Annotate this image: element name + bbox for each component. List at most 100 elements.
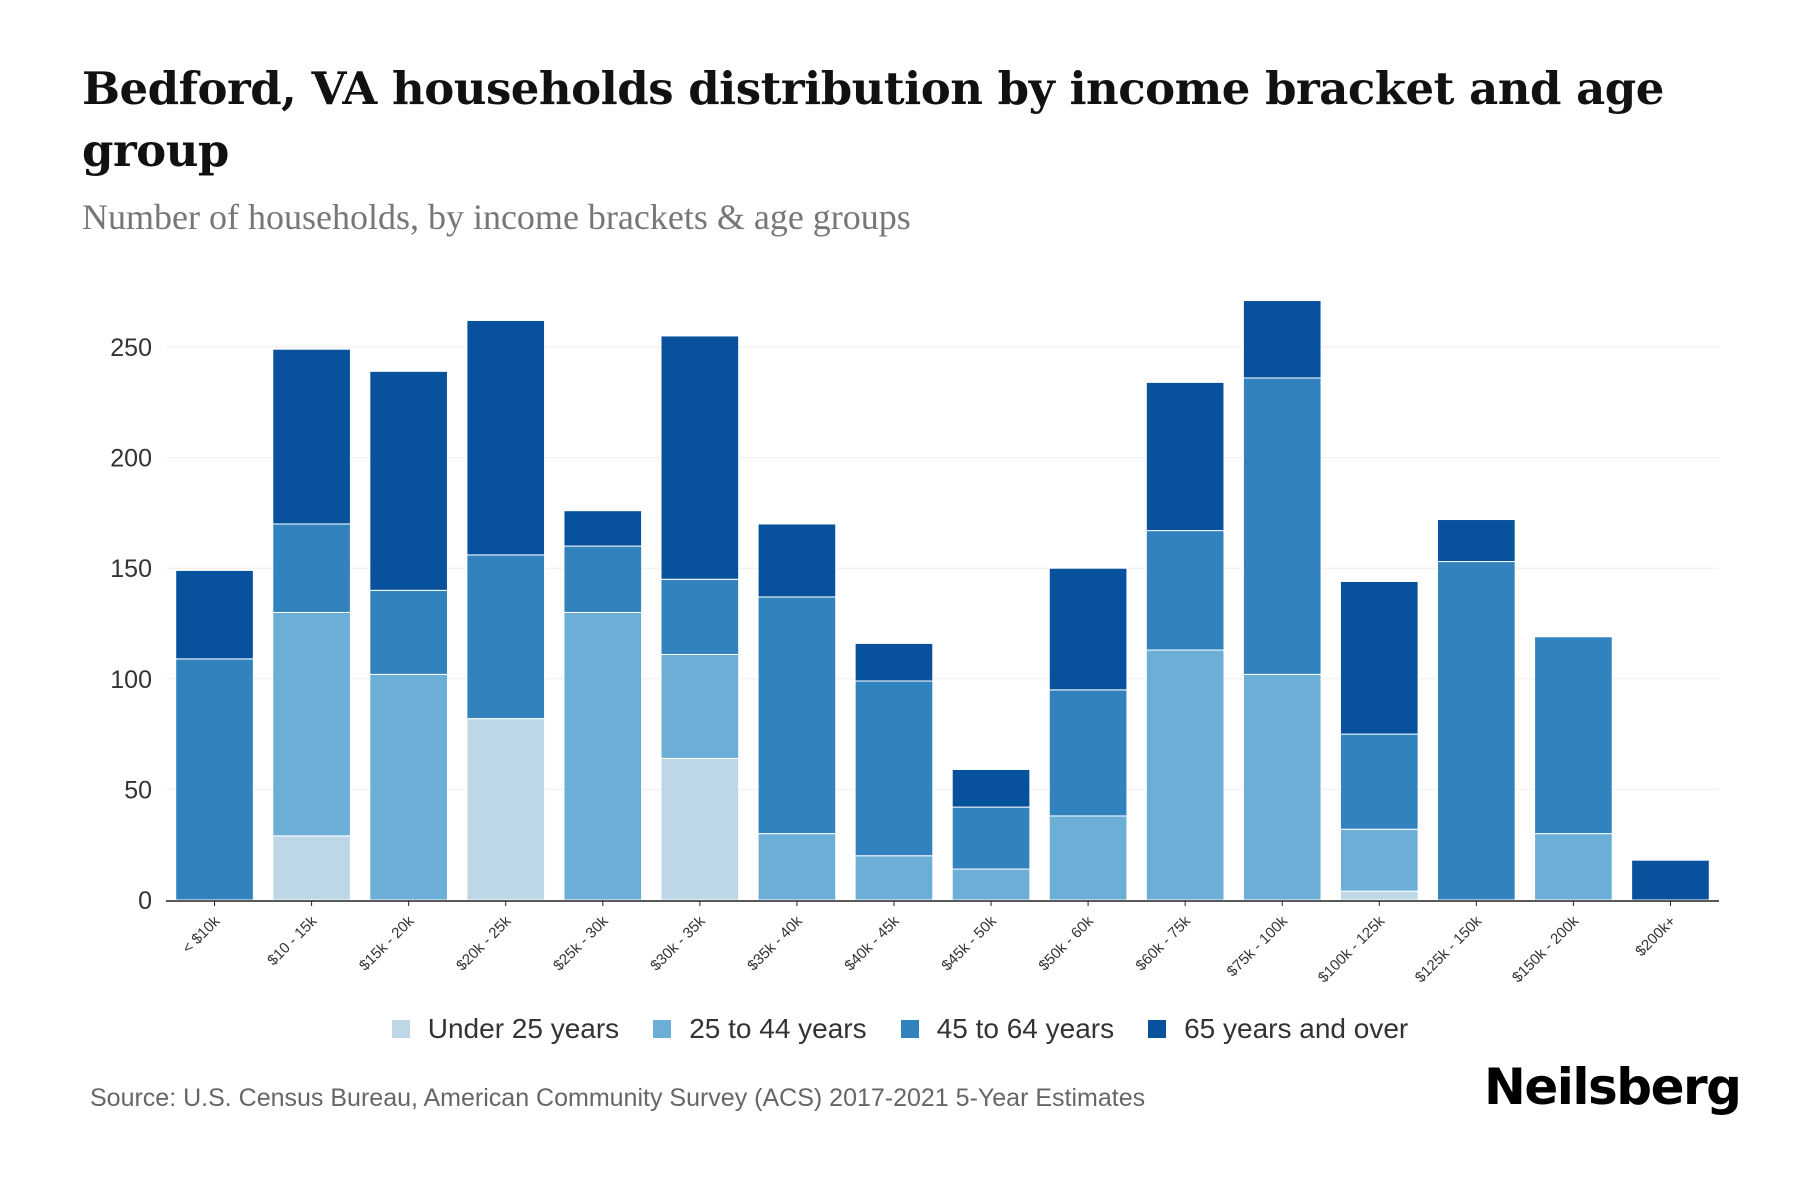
bar-group [951, 768, 1031, 901]
bar-segment-45-to-64-years[interactable] [1437, 561, 1516, 901]
stacked-bar-chart: 0 50 100 150 200 250 < $10k $10 - 15k $15k - 20… [110, 300, 1719, 986]
bar-segment-45-to-64-years[interactable] [1534, 636, 1613, 835]
bar-segment-45-to-64-years[interactable] [563, 545, 643, 613]
chart-title: Bedford, VA households distribution by i… [82, 62, 1664, 177]
bar-segment-25-to-44-years[interactable] [854, 855, 934, 901]
bar-segment-under-25-years[interactable] [272, 835, 351, 901]
x-tick-label: $10 - 15k [264, 912, 321, 969]
bar-segment-45-to-64-years[interactable] [1048, 689, 1128, 817]
bar-segment-25-to-44-years[interactable] [1145, 649, 1225, 901]
legend-swatch [391, 1020, 410, 1038]
bar-segment-65-years-and-over[interactable] [1145, 381, 1225, 532]
y-tick-label: 50 [124, 776, 152, 804]
x-axis: < $10k $10 - 15k $15k - 20k $20k - 25k $25k … [166, 900, 1719, 986]
bar-segment-65-years-and-over[interactable] [951, 768, 1031, 808]
bar-segment-65-years-and-over[interactable] [466, 319, 546, 556]
bar-segment-45-to-64-years[interactable] [1145, 530, 1225, 651]
bar-group [563, 510, 643, 901]
bar-segment-25-to-44-years[interactable] [1339, 828, 1419, 892]
neilsberg-logo: Neilsberg [1484, 1058, 1742, 1116]
bar-segment-45-to-64-years[interactable] [660, 578, 740, 655]
bar-group [854, 642, 934, 901]
x-tick-label: $25k - 30k [550, 912, 612, 974]
legend-label: Under 25 years [427, 1013, 620, 1044]
bar-segment-25-to-44-years[interactable] [660, 653, 740, 759]
bar-segment-65-years-and-over[interactable] [1242, 300, 1322, 379]
bar-segment-25-to-44-years[interactable] [272, 611, 351, 837]
x-tick-label: $15k - 20k [356, 912, 418, 974]
x-tick-label: $150k - 200k [1509, 912, 1583, 986]
y-tick-label: 150 [110, 555, 152, 583]
x-tick-label: $200k+ [1632, 913, 1679, 960]
legend-item[interactable]: Under 25 years [391, 1013, 620, 1045]
legend-item[interactable]: 65 years and over [1148, 1013, 1408, 1045]
y-tick-label: 0 [138, 887, 152, 915]
bar-segment-25-to-44-years[interactable] [1048, 815, 1128, 901]
bar-segment-45-to-64-years[interactable] [1242, 377, 1322, 675]
legend-label: 25 to 44 years [689, 1013, 867, 1044]
bar-segment-25-to-44-years[interactable] [951, 868, 1031, 901]
x-tick-label: $125k - 150k [1412, 912, 1486, 986]
x-tick-label: $20k - 25k [453, 912, 515, 974]
bar-group [175, 569, 254, 901]
y-tick-label: 100 [110, 666, 152, 694]
bar-segment-45-to-64-years[interactable] [369, 589, 448, 675]
bar-segment-45-to-64-years[interactable] [272, 523, 351, 613]
chart-subtitle: Number of households, by income brackets… [82, 197, 911, 237]
legend-swatch [653, 1020, 672, 1038]
x-tick-label: $100k - 125k [1315, 912, 1389, 986]
legend-label: 65 years and over [1184, 1013, 1409, 1044]
bar-group [1339, 580, 1419, 901]
legend-swatch [900, 1020, 919, 1038]
bar-group [1242, 300, 1322, 901]
bar-segment-25-to-44-years[interactable] [1242, 673, 1322, 901]
bar-segment-65-years-and-over[interactable] [854, 642, 934, 682]
bar-segment-under-25-years[interactable] [1339, 890, 1419, 901]
bar-segment-45-to-64-years[interactable] [175, 658, 254, 901]
x-tick-label: $50k - 60k [1035, 912, 1097, 974]
bar-segment-25-to-44-years[interactable] [757, 833, 837, 901]
bar-group [1631, 859, 1710, 901]
x-tick-label: $30k - 35k [647, 912, 709, 974]
bar-group [757, 523, 837, 901]
bar-segment-45-to-64-years[interactable] [951, 806, 1031, 870]
bar-segment-65-years-and-over[interactable] [757, 523, 837, 598]
y-tick-label: 250 [110, 334, 152, 362]
bar-segment-25-to-44-years[interactable] [563, 611, 643, 901]
bar-segment-25-to-44-years[interactable] [369, 673, 448, 901]
source-note: Source: U.S. Census Bureau, American Com… [90, 1084, 1146, 1112]
bar-segment-45-to-64-years[interactable] [854, 680, 934, 857]
bar-group [1048, 567, 1128, 901]
bar-segment-45-to-64-years[interactable] [757, 596, 837, 835]
bar-segment-25-to-44-years[interactable] [1534, 833, 1613, 901]
y-tick-label: 200 [110, 445, 152, 473]
legend-label: 45 to 64 years [936, 1013, 1115, 1044]
bar-segment-65-years-and-over[interactable] [175, 569, 254, 660]
bar-group [660, 335, 740, 901]
bar-segment-65-years-and-over[interactable] [563, 510, 643, 547]
bar-segment-45-to-64-years[interactable] [1339, 733, 1419, 830]
bar-segment-65-years-and-over[interactable] [369, 370, 448, 591]
bar-group [1145, 381, 1225, 901]
bar-group [1534, 636, 1613, 901]
bar-segment-65-years-and-over[interactable] [660, 335, 740, 580]
legend: Under 25 years 25 to 44 years 45 to 64 yea… [0, 1013, 1800, 1045]
x-tick-label: $60k - 75k [1132, 912, 1194, 974]
bar-group [272, 348, 351, 901]
legend-item[interactable]: 45 to 64 years [900, 1013, 1115, 1045]
bar-segment-under-25-years[interactable] [660, 757, 740, 901]
bar-segment-65-years-and-over[interactable] [272, 348, 351, 525]
x-tick-label: $45k - 50k [938, 912, 1000, 974]
bar-segment-under-25-years[interactable] [466, 718, 546, 901]
bar-segment-65-years-and-over[interactable] [1048, 567, 1128, 691]
x-tick-label: $35k - 40k [744, 912, 806, 974]
y-axis: 0 50 100 150 200 250 [110, 334, 152, 915]
x-tick-label: $40k - 45k [841, 912, 903, 974]
bar-segment-65-years-and-over[interactable] [1437, 519, 1516, 563]
bars [175, 300, 1710, 901]
bar-group [466, 319, 546, 901]
bar-segment-65-years-and-over[interactable] [1339, 580, 1419, 735]
bar-segment-65-years-and-over[interactable] [1631, 859, 1710, 901]
bar-segment-45-to-64-years[interactable] [466, 554, 546, 720]
legend-item[interactable]: 25 to 44 years [653, 1013, 867, 1045]
